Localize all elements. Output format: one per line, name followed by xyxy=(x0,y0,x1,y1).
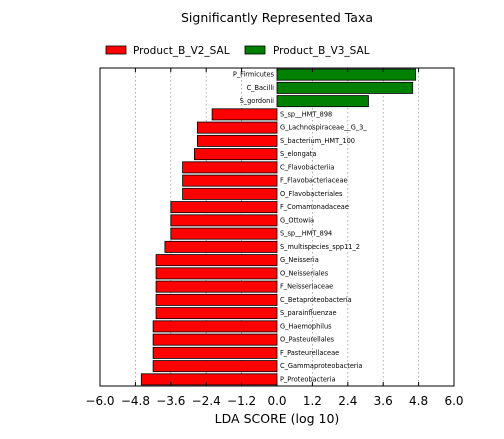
bar-f-pasteurellaceae xyxy=(152,346,278,359)
bar-label: O_Flavobacteriales xyxy=(280,190,343,198)
x-tick-label: −6.0 xyxy=(85,394,114,408)
legend-label: Product_B_V2_SAL xyxy=(133,45,230,57)
bar-f-comamonadaceae xyxy=(170,201,278,214)
bar-label: G_Haemophilus xyxy=(280,322,332,330)
bar-label: F_Neisseriaceae xyxy=(280,283,333,291)
grid-lines xyxy=(99,68,455,386)
bar-g-ottowia xyxy=(170,214,278,227)
bar-g-neisseria xyxy=(155,254,278,267)
x-tick-label: 1.2 xyxy=(303,394,322,408)
bar-group: P_Firmicutes C_Bacilli S_gordonii S_sp__HMT… xyxy=(140,68,417,386)
x-tick-label: 2.4 xyxy=(338,394,357,408)
bar-label: P_Firmicutes xyxy=(233,71,275,79)
x-axis-label: LDA SCORE (log 10) xyxy=(215,411,340,426)
bar-label: S_parainfluenzae xyxy=(280,309,337,317)
bar-o-pasteurellales xyxy=(152,333,278,346)
bar-g-haemophilus xyxy=(152,320,278,333)
bar-label: S_gordonii xyxy=(240,97,275,105)
chart-legend: Product_B_V2_SAL Product_B_V3_SAL xyxy=(105,45,370,57)
x-tick-label: −1.2 xyxy=(227,394,256,408)
bar-label: O_Neisseriales xyxy=(280,269,329,277)
bar-label: G_Neisseria xyxy=(280,256,319,264)
bar-label: G_Ottowia xyxy=(280,216,314,224)
bar-s-elongata xyxy=(193,148,278,161)
bar-f-neisseriaceae xyxy=(155,280,278,293)
bar-label: O_Pasteurellales xyxy=(280,336,335,344)
x-tick-label: 6.0 xyxy=(444,394,463,408)
bar-o-neisseriales xyxy=(155,267,278,280)
x-tick-label: −2.4 xyxy=(192,394,221,408)
bar-label: F_Comamonadaceae xyxy=(280,203,349,211)
legend-swatch xyxy=(105,45,127,55)
bar-label: P_Proteobacteria xyxy=(280,375,336,383)
bar-s-gordonii xyxy=(276,95,369,108)
bar-g-lachnospiraceae-g-3 xyxy=(196,121,278,134)
bar-label: C_Betaproteobacteria xyxy=(280,296,352,304)
bar-c-gammaproteobacteria xyxy=(152,360,278,373)
legend-swatch xyxy=(244,45,266,55)
bar-s-parainfluenzae xyxy=(155,307,278,320)
bar-label: C_Flavobacteriia xyxy=(280,163,334,171)
bar-s-sp-hmt-898 xyxy=(211,108,278,121)
bar-label: C_Bacilli xyxy=(247,84,275,92)
bar-s-bacterium-hmt-100 xyxy=(196,134,278,147)
bar-label: S_bacterium_HMT_100 xyxy=(280,137,355,145)
x-tick-label: 3.6 xyxy=(374,394,393,408)
bar-label: C_Gammaproteobacteria xyxy=(280,362,362,370)
x-tick-label: −3.6 xyxy=(156,394,185,408)
bar-f-flavobacteriaceae xyxy=(182,174,278,187)
bar-s-multispecies-spp11-2 xyxy=(164,240,278,253)
bar-p-firmicutes xyxy=(276,68,417,81)
bar-label: F_Flavobacteriaceae xyxy=(280,177,348,185)
x-tick-label: 0.0 xyxy=(267,394,286,408)
bar-label: S_sp__HMT_894 xyxy=(280,230,332,238)
bar-c-betaproteobacteria xyxy=(155,293,278,306)
bar-label: S_multispecies_spp11_2 xyxy=(280,243,360,251)
bar-p-proteobacteria xyxy=(140,373,278,386)
bar-label: S_elongata xyxy=(280,150,316,158)
bar-label: G_Lachnospiraceae__G_3_ xyxy=(280,124,367,132)
x-tick-label: −4.8 xyxy=(121,394,150,408)
bar-c-flavobacteriia xyxy=(182,161,278,174)
x-tick-label: 4.8 xyxy=(409,394,428,408)
bar-s-sp-hmt-894 xyxy=(170,227,278,240)
legend-label: Product_B_V3_SAL xyxy=(273,45,370,57)
bar-label: F_Pasteurellaceae xyxy=(280,349,339,357)
bar-o-flavobacteriales xyxy=(182,187,278,200)
bar-label: S_sp__HMT_898 xyxy=(280,110,332,118)
x-axis: −6.0 −4.8 −3.6 −2.4 −1.2 0.0 1.2 2.4 3.6 4.8 6.0 xyxy=(85,68,464,408)
bar-c-bacilli xyxy=(276,81,414,94)
chart-title: Significantly Represented Taxa xyxy=(181,10,373,25)
